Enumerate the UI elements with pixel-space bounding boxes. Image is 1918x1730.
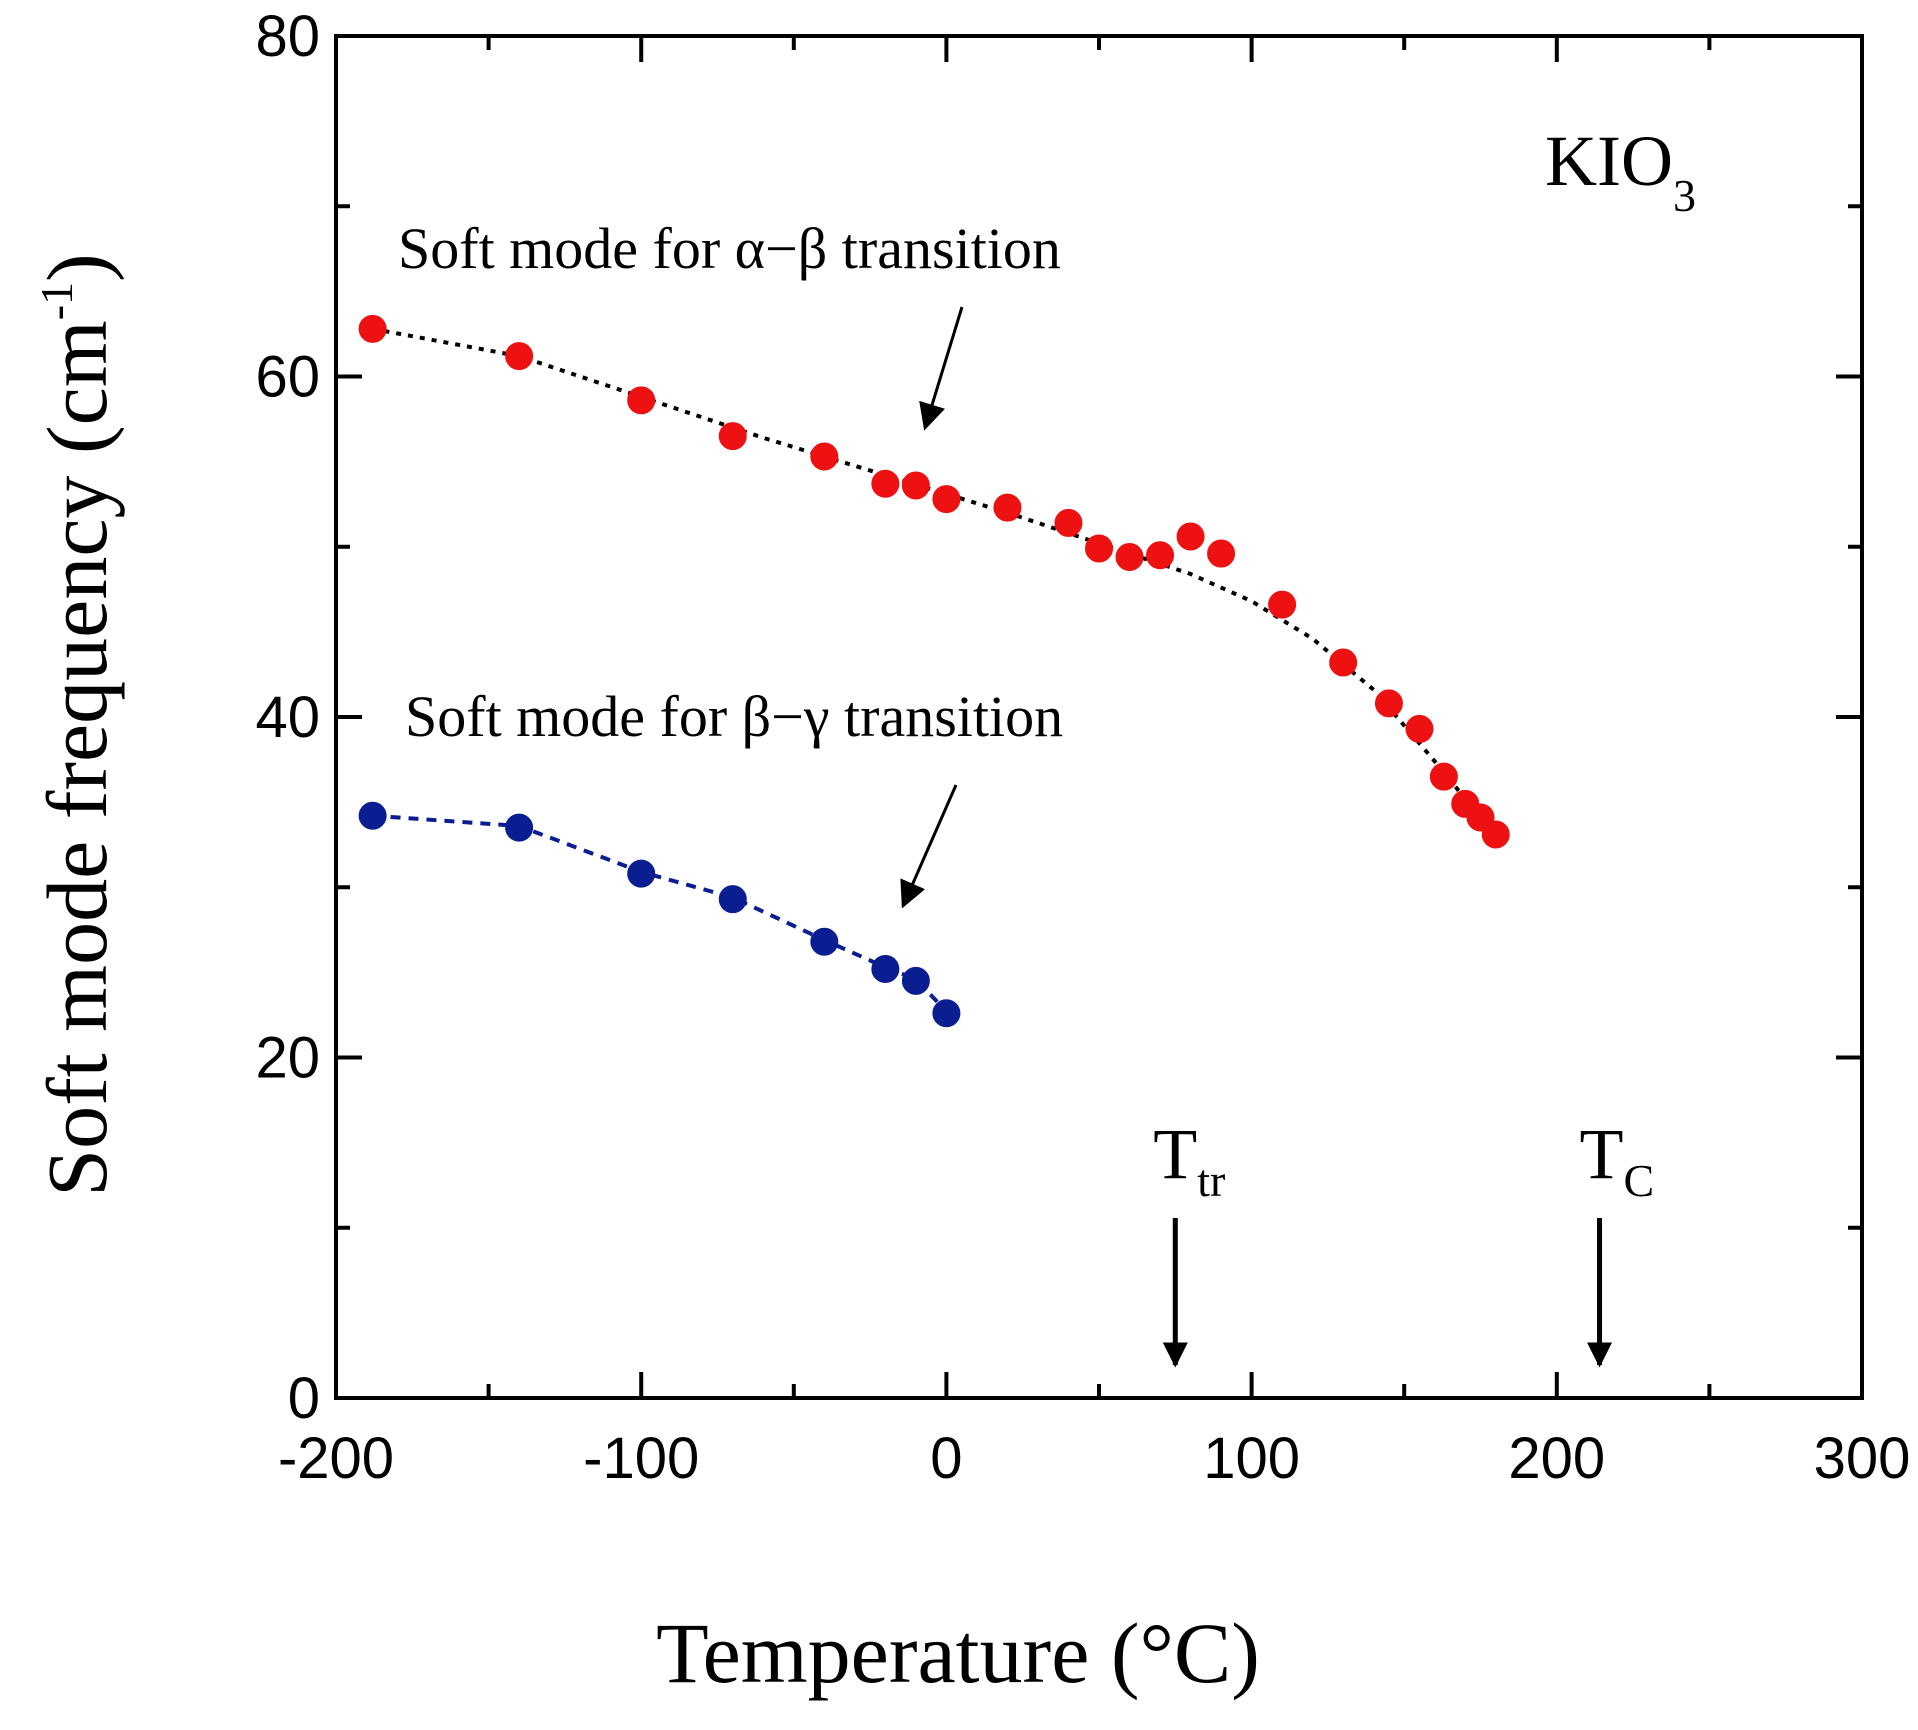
- x-tick-label: 300: [1814, 1426, 1911, 1491]
- data-point-series-2: [871, 954, 900, 983]
- data-point-series-1: [358, 314, 387, 343]
- data-point-series-1: [810, 442, 839, 471]
- t-c-label: TC: [1580, 1114, 1655, 1206]
- data-point-series-2: [901, 966, 930, 995]
- compound-label-main: KIO: [1545, 121, 1673, 201]
- y-axis-title-close: ): [29, 253, 125, 282]
- data-point-series-1: [1115, 542, 1144, 571]
- t-tr-label: Ttr: [1153, 1114, 1225, 1206]
- data-point-series-1: [993, 493, 1022, 522]
- data-point-series-2: [810, 927, 839, 956]
- data-point-series-1: [932, 485, 961, 514]
- fit-lines: [372, 326, 1498, 1013]
- axes: -200 -100 0 100 200 300 0 20 40 60 80: [255, 4, 1910, 1491]
- x-tick-label: 200: [1508, 1426, 1605, 1491]
- data-point-series-1: [901, 471, 930, 500]
- data-point-series-1: [1054, 508, 1083, 537]
- fit-line-series-1: [372, 326, 1498, 840]
- data-point-series-1: [1146, 541, 1175, 570]
- t-c-main: T: [1580, 1114, 1624, 1194]
- data-point-series-1: [1268, 590, 1297, 619]
- data-point-series-2: [932, 999, 961, 1028]
- alpha-beta-arrow: [919, 306, 964, 431]
- data-point-series-1: [505, 342, 534, 371]
- data-point-series-2: [358, 801, 387, 830]
- y-tick-label: 80: [255, 4, 320, 69]
- fit-line-series-2: [372, 813, 948, 1013]
- data-point-series-1: [1429, 762, 1458, 791]
- data-point-series-2: [505, 813, 534, 842]
- data-point-series-1: [627, 386, 656, 415]
- alpha-beta-label: Soft mode for α−β transition: [398, 216, 1061, 281]
- data-points: [358, 314, 1510, 1028]
- y-tick-label: 60: [255, 345, 320, 410]
- data-point-series-1: [1481, 820, 1510, 849]
- t-tr-main: T: [1153, 1114, 1197, 1194]
- x-tick-label: -200: [278, 1426, 394, 1491]
- data-point-series-1: [1405, 714, 1434, 743]
- data-point-series-2: [627, 859, 656, 888]
- t-tr-sub: tr: [1197, 1155, 1225, 1206]
- x-tick-label: 100: [1203, 1426, 1300, 1491]
- data-point-series-1: [1207, 539, 1236, 568]
- t-c-sub: C: [1624, 1155, 1655, 1206]
- data-point-series-1: [718, 422, 747, 451]
- y-axis-title-sup: -1: [31, 282, 82, 320]
- data-point-series-1: [871, 469, 900, 498]
- data-point-series-1: [1176, 522, 1205, 551]
- data-point-series-1: [1374, 689, 1403, 718]
- beta-gamma-arrow: [900, 784, 958, 909]
- beta-gamma-label: Soft mode for β−γ transition: [405, 684, 1063, 749]
- data-point-series-1: [1085, 534, 1113, 563]
- y-tick-label: 40: [255, 685, 320, 750]
- x-tick-label: 0: [930, 1426, 962, 1491]
- x-axis-title: Temperature (°C): [656, 1605, 1260, 1701]
- y-axis-title: Soft mode frequency (cm-1): [29, 253, 125, 1196]
- compound-label: KIO3: [1545, 121, 1696, 221]
- y-tick-label: 20: [255, 1026, 320, 1091]
- y-tick-label: 0: [288, 1366, 320, 1431]
- compound-label-sub: 3: [1673, 170, 1696, 221]
- x-tick-label: -100: [583, 1426, 699, 1491]
- y-axis-title-main: Soft mode frequency (cm: [29, 320, 125, 1196]
- data-point-series-2: [718, 885, 747, 914]
- data-point-series-1: [1329, 648, 1358, 677]
